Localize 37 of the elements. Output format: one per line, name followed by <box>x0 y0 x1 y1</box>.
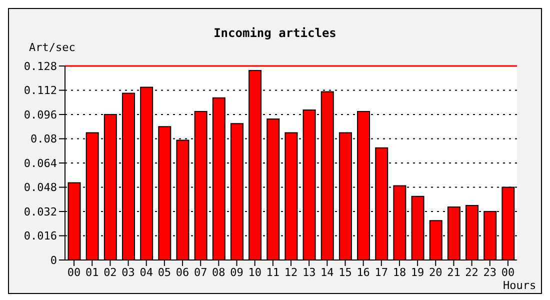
x-tick-label: 18 <box>392 266 406 279</box>
x-tick-label: 17 <box>374 266 388 279</box>
x-tick-label: 22 <box>465 266 478 279</box>
x-tick-label: 04 <box>140 266 154 279</box>
x-tick-label: 03 <box>122 266 135 279</box>
y-tick-label: 0.112 <box>24 84 57 98</box>
x-tick-label: 05 <box>158 266 172 279</box>
y-tick-label: 0.08 <box>30 132 57 146</box>
x-tick-label: 06 <box>176 266 190 279</box>
x-tick-label: 01 <box>85 266 99 279</box>
x-tick-label: 07 <box>194 266 208 279</box>
x-tick-label: 00 <box>501 266 515 279</box>
x-axis-title: Hours <box>503 279 536 292</box>
x-tick-label: 15 <box>338 266 352 279</box>
x-tick-label: 13 <box>302 266 316 279</box>
x-tick-label: 21 <box>447 266 460 279</box>
chart-title: Incoming articles <box>212 26 338 40</box>
x-tick-label: 16 <box>356 266 370 279</box>
x-tick-label: 23 <box>483 266 497 279</box>
x-tick-label: 20 <box>429 266 442 279</box>
y-tick-label: 0.064 <box>24 156 58 170</box>
y-tick-label: 0.048 <box>24 181 57 194</box>
x-tick-label: 12 <box>284 266 298 279</box>
y-axis-title: Art/sec <box>29 41 76 54</box>
y-tick-label: 0.032 <box>24 205 57 218</box>
x-tick-label: 19 <box>410 266 424 279</box>
y-tick-label: 0 <box>50 254 57 267</box>
x-tick-label: 10 <box>248 266 262 279</box>
y-tick-label: 0.128 <box>24 60 57 73</box>
x-tick-label: 14 <box>320 266 334 279</box>
y-tick-label: 0.016 <box>24 230 57 243</box>
x-tick-label: 08 <box>212 266 226 279</box>
x-tick-label: 09 <box>230 266 244 279</box>
x-tick-label: 11 <box>266 266 280 279</box>
x-tick-label: 02 <box>104 266 117 279</box>
y-tick-label: 0.096 <box>24 108 57 122</box>
x-tick-label: 00 <box>67 266 81 279</box>
